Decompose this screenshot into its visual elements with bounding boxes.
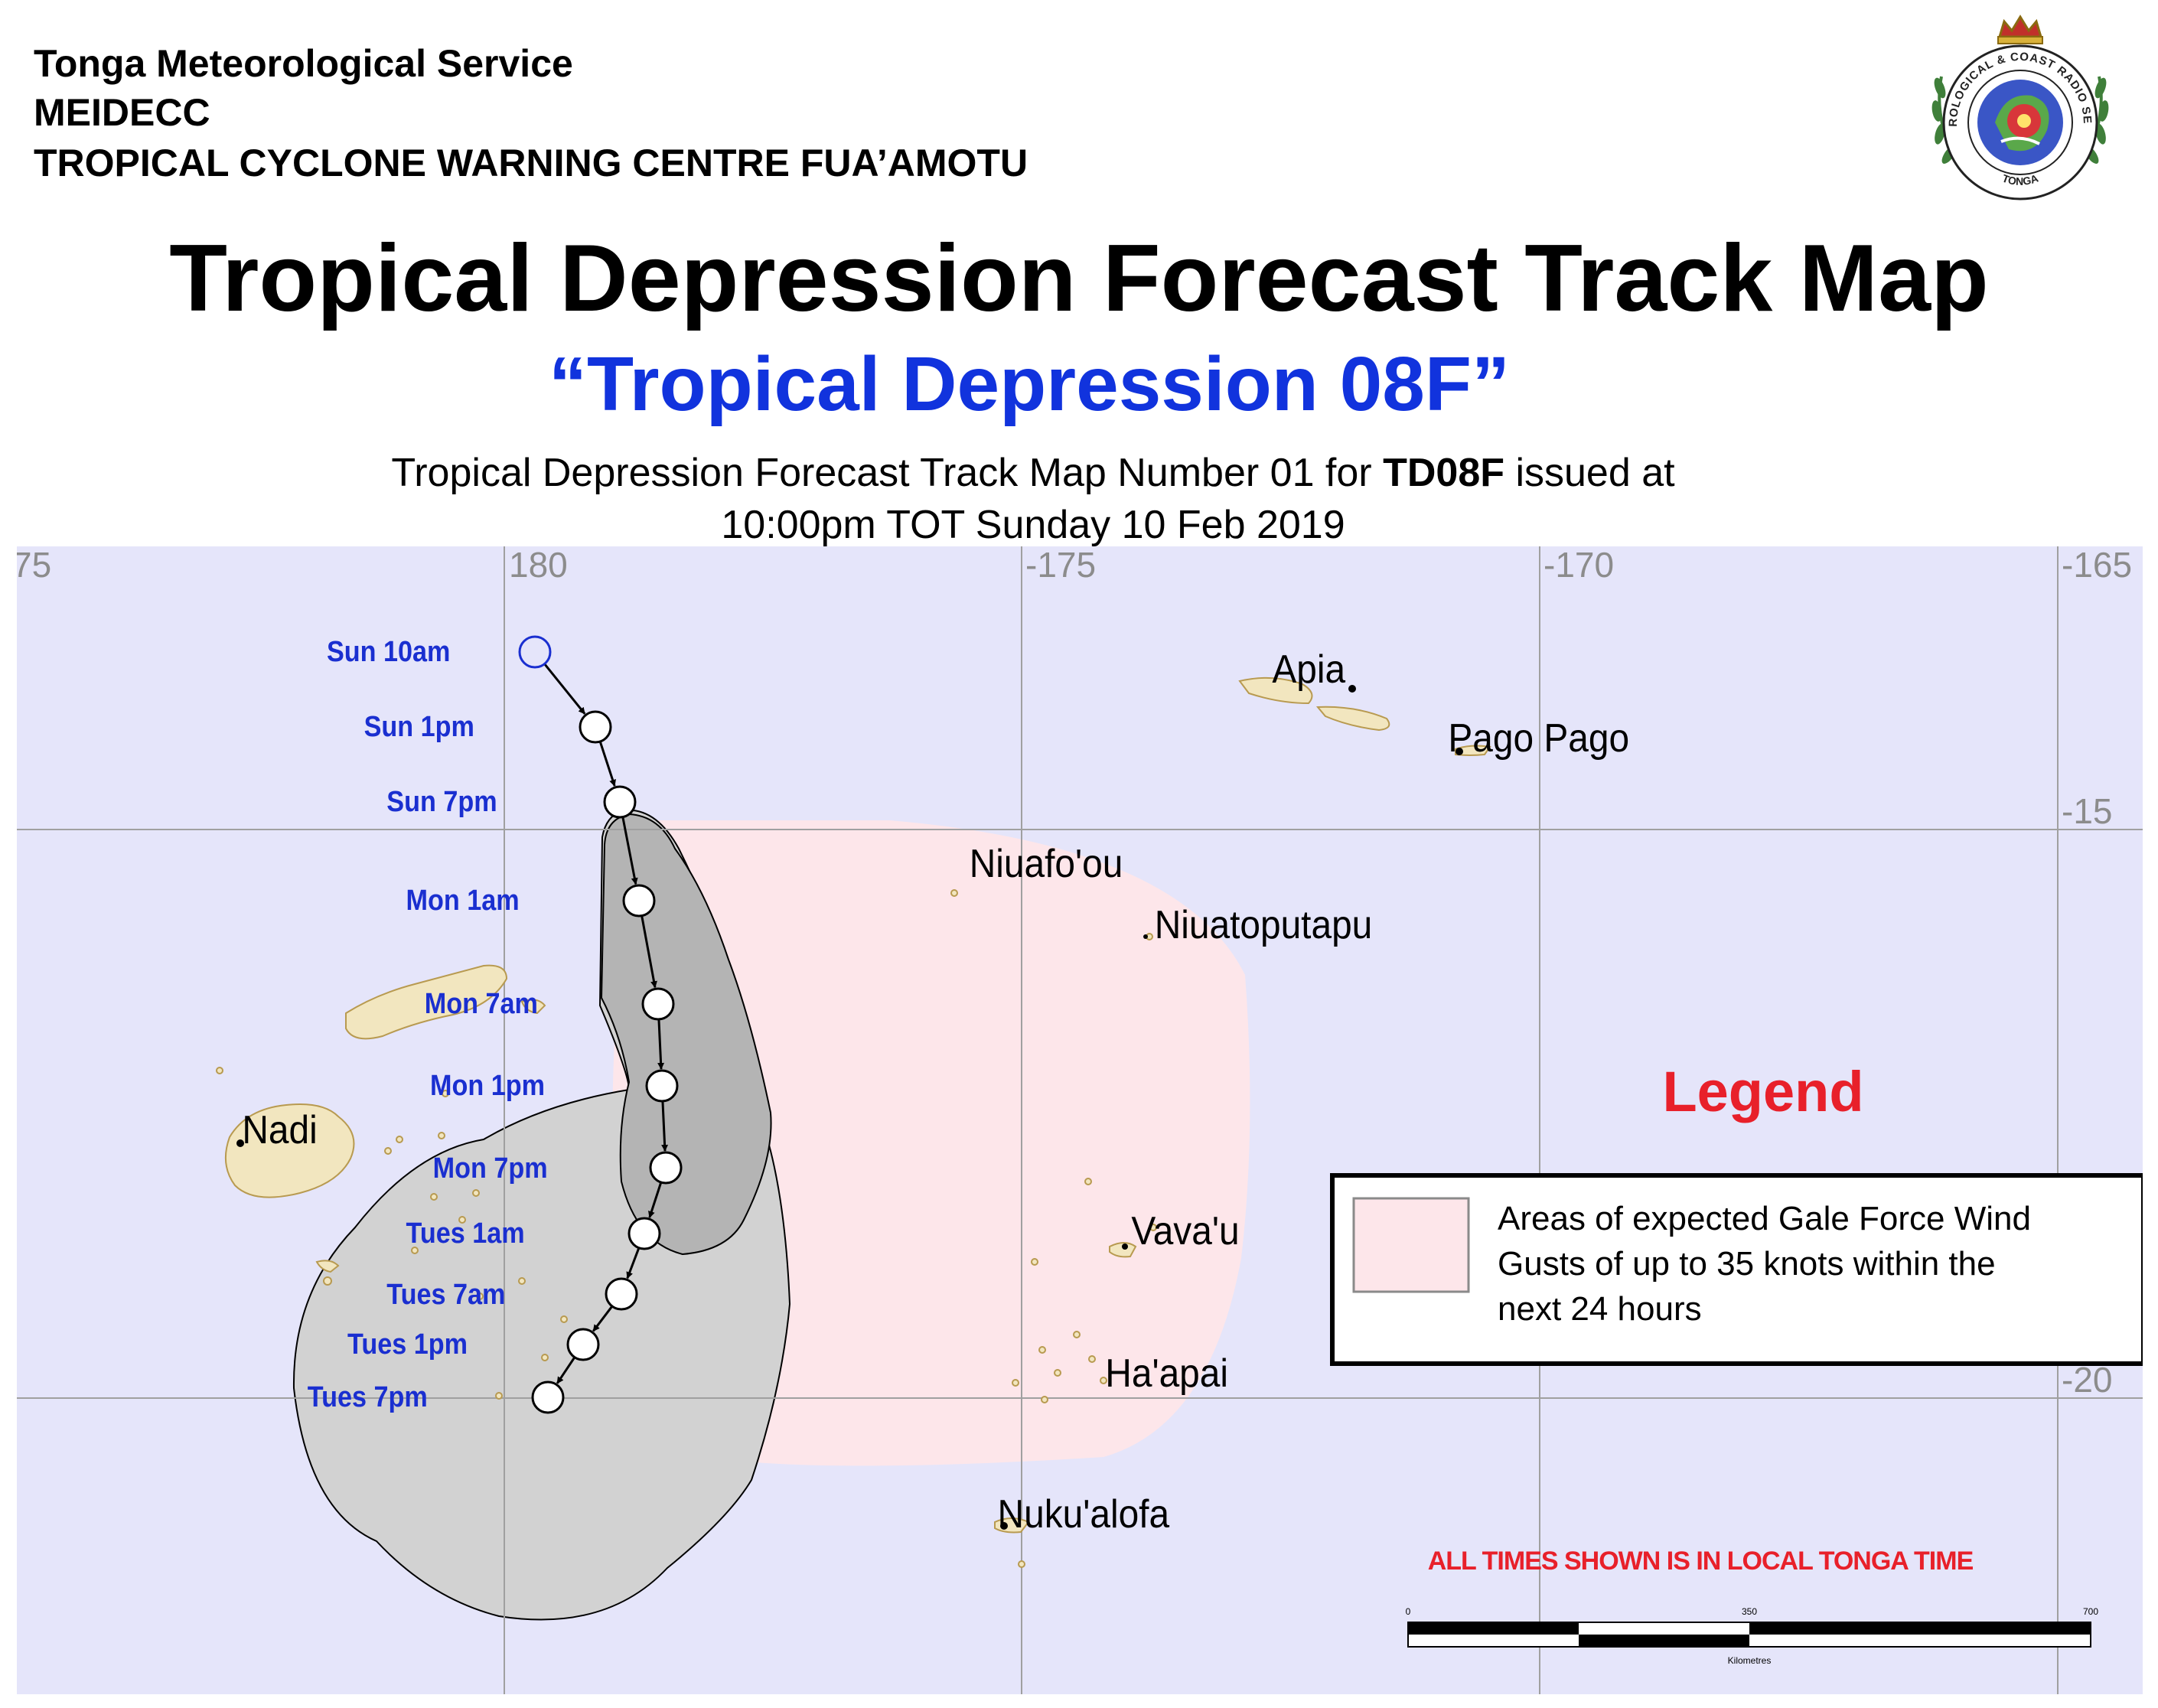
track-point-forecast xyxy=(566,1328,600,1361)
track-arrow xyxy=(556,1356,576,1384)
savaii-island xyxy=(1315,706,1390,732)
page-title: Tropical Depression Forecast Track Map xyxy=(169,226,1989,331)
track-point-analysis xyxy=(518,635,552,669)
track-point-forecast xyxy=(603,785,637,819)
track-point-forecast xyxy=(628,1217,661,1250)
legend-title: Legend xyxy=(1662,1060,1863,1123)
scale-tick: 700 xyxy=(2083,1606,2098,1617)
legend-line: next 24 hours xyxy=(1498,1290,1702,1328)
lon-label: 75 xyxy=(17,546,51,585)
issue-prefix: Tropical Depression Forecast Track Map N… xyxy=(391,451,1384,495)
forecast-track-line xyxy=(543,663,669,1384)
track-point-forecast xyxy=(645,1069,679,1103)
gale-area-swatch xyxy=(1352,1197,1470,1293)
issue-time: 10:00pm TOT Sunday 10 Feb 2019 xyxy=(721,503,1345,547)
place-label-nadi: Nadi xyxy=(242,1107,317,1152)
track-point-forecast xyxy=(531,1380,565,1414)
track-arrow xyxy=(661,1100,669,1152)
track-arrow xyxy=(626,1247,641,1279)
svg-text:TONGA: TONGA xyxy=(2000,172,2039,187)
track-arrow xyxy=(598,741,616,787)
track-label: Tues 1pm xyxy=(347,1327,468,1360)
system-code: TD08F xyxy=(1383,451,1504,495)
viti-levu-island xyxy=(224,1103,355,1198)
track-label: Mon 7pm xyxy=(433,1151,548,1184)
track-arrow xyxy=(641,915,657,989)
place-label-vavau: Vava'u xyxy=(1131,1208,1239,1253)
org-name: Tonga Meteorological Service xyxy=(34,42,573,85)
place-label-apia: Apia xyxy=(1272,647,1345,691)
met-service-seal: METEOROLOGICAL & COAST RADIO SERVICES TO… xyxy=(1909,8,2109,200)
lat-label: -15 xyxy=(2062,791,2112,831)
crown-icon xyxy=(1997,15,2043,44)
place-label-pago-pago: Pago Pago xyxy=(1448,715,1629,760)
warning-centre-name: TROPICAL CYCLONE WARNING CENTRE FUA’AMOT… xyxy=(34,142,1028,184)
place-label-nukualofa: Nuku'alofa xyxy=(998,1491,1170,1536)
legend-line: Areas of expected Gale Force Wind xyxy=(1498,1200,2031,1237)
track-arrow xyxy=(543,663,586,715)
track-arrow xyxy=(657,1019,665,1070)
scale-tick: 0 xyxy=(1406,1606,1411,1617)
issue-suffix: issued at xyxy=(1504,451,1675,495)
issue-line: Tropical Depression Forecast Track Map N… xyxy=(0,453,2066,493)
place-label-niuatoputapu: Niuatoputapu xyxy=(1155,902,1373,947)
track-arrow xyxy=(648,1182,663,1218)
track-label: Tues 7pm xyxy=(308,1380,428,1413)
place-markers xyxy=(236,685,1463,1530)
system-name: “Tropical Depression 08F” xyxy=(549,341,1510,427)
lon-label: -175 xyxy=(1025,546,1096,585)
track-arrow xyxy=(592,1305,614,1332)
upolu-island xyxy=(1238,676,1313,705)
track-label: Mon 1am xyxy=(406,883,520,916)
ministry-name: MEIDECC xyxy=(34,91,210,134)
track-point-forecast xyxy=(605,1277,638,1311)
scale-bar: 0 350 700 Kilometres xyxy=(1406,1606,2099,1666)
place-label-haapai: Ha'apai xyxy=(1105,1351,1228,1395)
lon-label: -170 xyxy=(1544,546,1614,585)
vavau-island xyxy=(1109,1242,1137,1258)
track-label: Mon 1pm xyxy=(430,1068,545,1101)
lat-label: -20 xyxy=(2062,1360,2112,1400)
land-areas xyxy=(224,676,1491,1534)
track-point-forecast xyxy=(579,710,612,744)
local-time-notice: ALL TIMES SHOWN IS IN LOCAL TONGA TIME xyxy=(1428,1547,1974,1576)
track-point-forecast xyxy=(641,987,675,1021)
legend-box: Areas of expected Gale Force Wind Gusts … xyxy=(1330,1173,2143,1366)
track-point-forecast xyxy=(622,884,656,918)
lon-label: 180 xyxy=(509,546,568,585)
track-label: Tues 7am xyxy=(386,1277,505,1310)
lat-lon-grid xyxy=(17,546,2143,1694)
track-label: Sun 10am xyxy=(327,634,450,667)
track-arrow xyxy=(621,817,638,885)
track-label: Tues 1am xyxy=(406,1216,525,1249)
scale-tick: 350 xyxy=(1742,1606,1757,1617)
vanua-levu-island xyxy=(345,964,508,1040)
scale-unit: Kilometres xyxy=(1728,1655,1772,1666)
track-label: Sun 7pm xyxy=(386,784,497,817)
small-islets xyxy=(216,889,1157,1568)
place-label-niuafoou: Niuafo'ou xyxy=(970,841,1123,885)
track-point-forecast xyxy=(649,1151,683,1185)
lon-label: -165 xyxy=(2062,546,2132,585)
track-label: Mon 7am xyxy=(425,986,538,1019)
forecast-track-map: 75 180 -175 -170 -165 -15 -20 xyxy=(17,546,2143,1694)
legend-line: Gusts of up to 35 knots within the xyxy=(1498,1245,1996,1283)
tutuila-island xyxy=(1455,745,1491,756)
forecast-track-points xyxy=(518,635,683,1414)
track-label: Sun 1pm xyxy=(364,709,474,742)
